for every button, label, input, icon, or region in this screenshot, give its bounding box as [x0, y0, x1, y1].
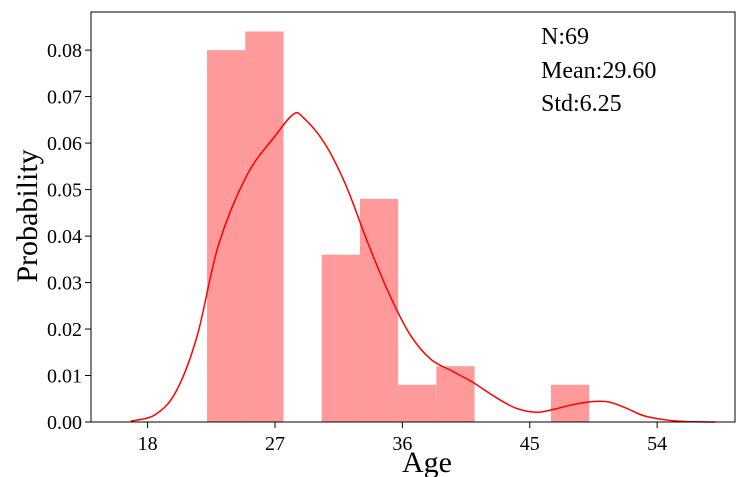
histogram-bar-1	[245, 31, 284, 423]
y-tick-label: 0.04	[47, 226, 82, 248]
y-axis-ticks: 0.00 0.01 0.02 0.03 0.04 0.05 0.06 0.07 0.08	[47, 40, 91, 434]
y-tick-label: 0.03	[47, 273, 82, 295]
y-tick-label: 0.07	[47, 87, 82, 109]
stat-n: N:69	[541, 24, 589, 50]
x-tick-label: 36	[392, 433, 412, 455]
histogram-bar-6	[436, 366, 475, 422]
x-tick-label: 54	[647, 433, 667, 455]
histogram-bars	[207, 31, 590, 423]
kde-curve	[130, 111, 716, 423]
x-tick-label: 27	[265, 433, 285, 455]
plot-frame	[90, 11, 736, 423]
y-tick-label: 0.08	[47, 40, 82, 62]
histogram-bar-3	[321, 254, 360, 422]
y-tick-label: 0.05	[47, 180, 82, 202]
x-axis-ticks: 18 27 36 45 54	[138, 422, 667, 455]
x-tick-label: 18	[138, 433, 158, 455]
y-axis-title: Probability	[11, 149, 44, 282]
stat-std: Std:6.25	[541, 91, 622, 117]
histogram-bar-0	[207, 50, 246, 422]
y-tick-label: 0.06	[47, 133, 82, 155]
histogram-bar-4	[359, 198, 399, 422]
y-tick-label: 0.00	[47, 412, 82, 434]
y-tick-label: 0.01	[47, 366, 82, 388]
y-tick-label: 0.02	[47, 319, 82, 341]
x-axis-title: Age	[402, 446, 452, 477]
x-tick-label: 45	[520, 433, 540, 455]
histogram-bar-5	[398, 384, 437, 422]
stat-mean: Mean:29.60	[541, 58, 656, 84]
